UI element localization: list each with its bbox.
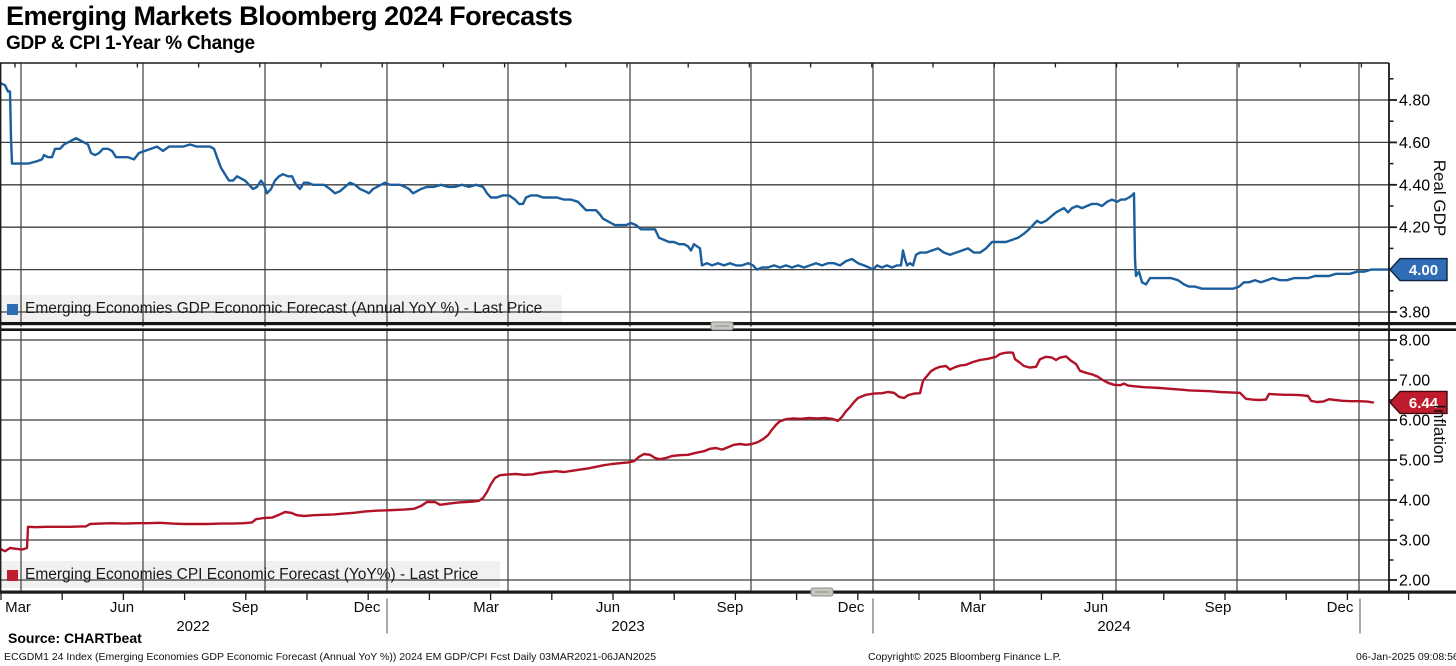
gdp-y-tick-label: 4.80 — [1399, 93, 1430, 110]
x-month-label: Sep — [717, 599, 744, 616]
cpi-last-price-badge — [1389, 390, 1448, 415]
gdp-legend-label: Emerging Economies GDP Economic Forecast… — [25, 300, 543, 317]
x-month-label: Dec — [354, 599, 381, 616]
x-month-label: Dec — [1327, 599, 1354, 616]
cpi-y-tick-label: 7.00 — [1399, 373, 1430, 390]
gdp-legend[interactable]: Emerging Economies GDP Economic Forecast… — [7, 296, 542, 322]
gdp-y-tick-label: 3.80 — [1399, 305, 1430, 322]
legend-strip — [0, 561, 500, 588]
gdp-series-line — [0, 81, 1397, 290]
gdp-y-tick-label: 4.20 — [1399, 220, 1430, 237]
x-year-label: 2023 — [611, 618, 644, 635]
chart-title: Emerging Markets Bloomberg 2024 Forecast… — [6, 1, 573, 31]
copyright-note: Copyright© 2025 Bloomberg Finance L.P. — [868, 651, 1062, 663]
x-month-label: Mar — [473, 599, 499, 616]
x-month-label: Jun — [110, 599, 134, 616]
x-month-label: Jun — [1084, 599, 1108, 616]
security-description: ECGDM1 24 Index (Emerging Economies GDP … — [4, 651, 657, 663]
cpi-y-tick-label: 4.00 — [1399, 493, 1430, 510]
cpi-legend-label: Emerging Economies CPI Economic Forecast… — [25, 566, 479, 583]
cpi-legend-swatch-icon — [7, 569, 18, 581]
cpi-y-tick-label: 3.00 — [1399, 533, 1430, 550]
cpi-y-tick-label: 2.00 — [1399, 573, 1430, 590]
gdp-y-tick-label: 4.60 — [1399, 135, 1430, 152]
cpi-legend[interactable]: Emerging Economies CPI Economic Forecast… — [7, 562, 478, 588]
cpi-last-price-text: 6.44 — [1409, 395, 1439, 412]
x-month-label: Sep — [1205, 599, 1232, 616]
x-month-label: Mar — [960, 599, 986, 616]
legend-strip — [0, 295, 562, 322]
cpi-series-line — [0, 351, 1375, 553]
gdp-y-tick-label: 4.40 — [1399, 177, 1430, 194]
chart-subtitle: GDP & CPI 1-Year % Change — [6, 33, 255, 54]
cpi-y-tick-label: 8.00 — [1399, 333, 1430, 350]
x-month-label: Jun — [596, 599, 620, 616]
gdp-legend-swatch-icon — [7, 303, 18, 315]
x-year-label: 2022 — [176, 618, 209, 635]
timestamp: 06-Jan-2025 09:08:56 — [1356, 651, 1456, 663]
cpi-y-tick-label: 6.00 — [1399, 413, 1430, 430]
x-month-label: Sep — [232, 599, 259, 616]
source-note: Source: CHARTbeat — [8, 630, 142, 646]
x-year-label: 2024 — [1097, 618, 1130, 635]
cpi-y-tick-label: 5.00 — [1399, 453, 1430, 470]
gdp-last-price-text: 4.00 — [1409, 262, 1438, 279]
gdp-axis-title: Real GDP — [1430, 159, 1449, 237]
x-month-label: Mar — [5, 599, 31, 616]
x-month-label: Dec — [838, 599, 865, 616]
gdp-last-price-badge — [1389, 257, 1448, 282]
cpi-axis-title: Inflation — [1430, 404, 1449, 464]
